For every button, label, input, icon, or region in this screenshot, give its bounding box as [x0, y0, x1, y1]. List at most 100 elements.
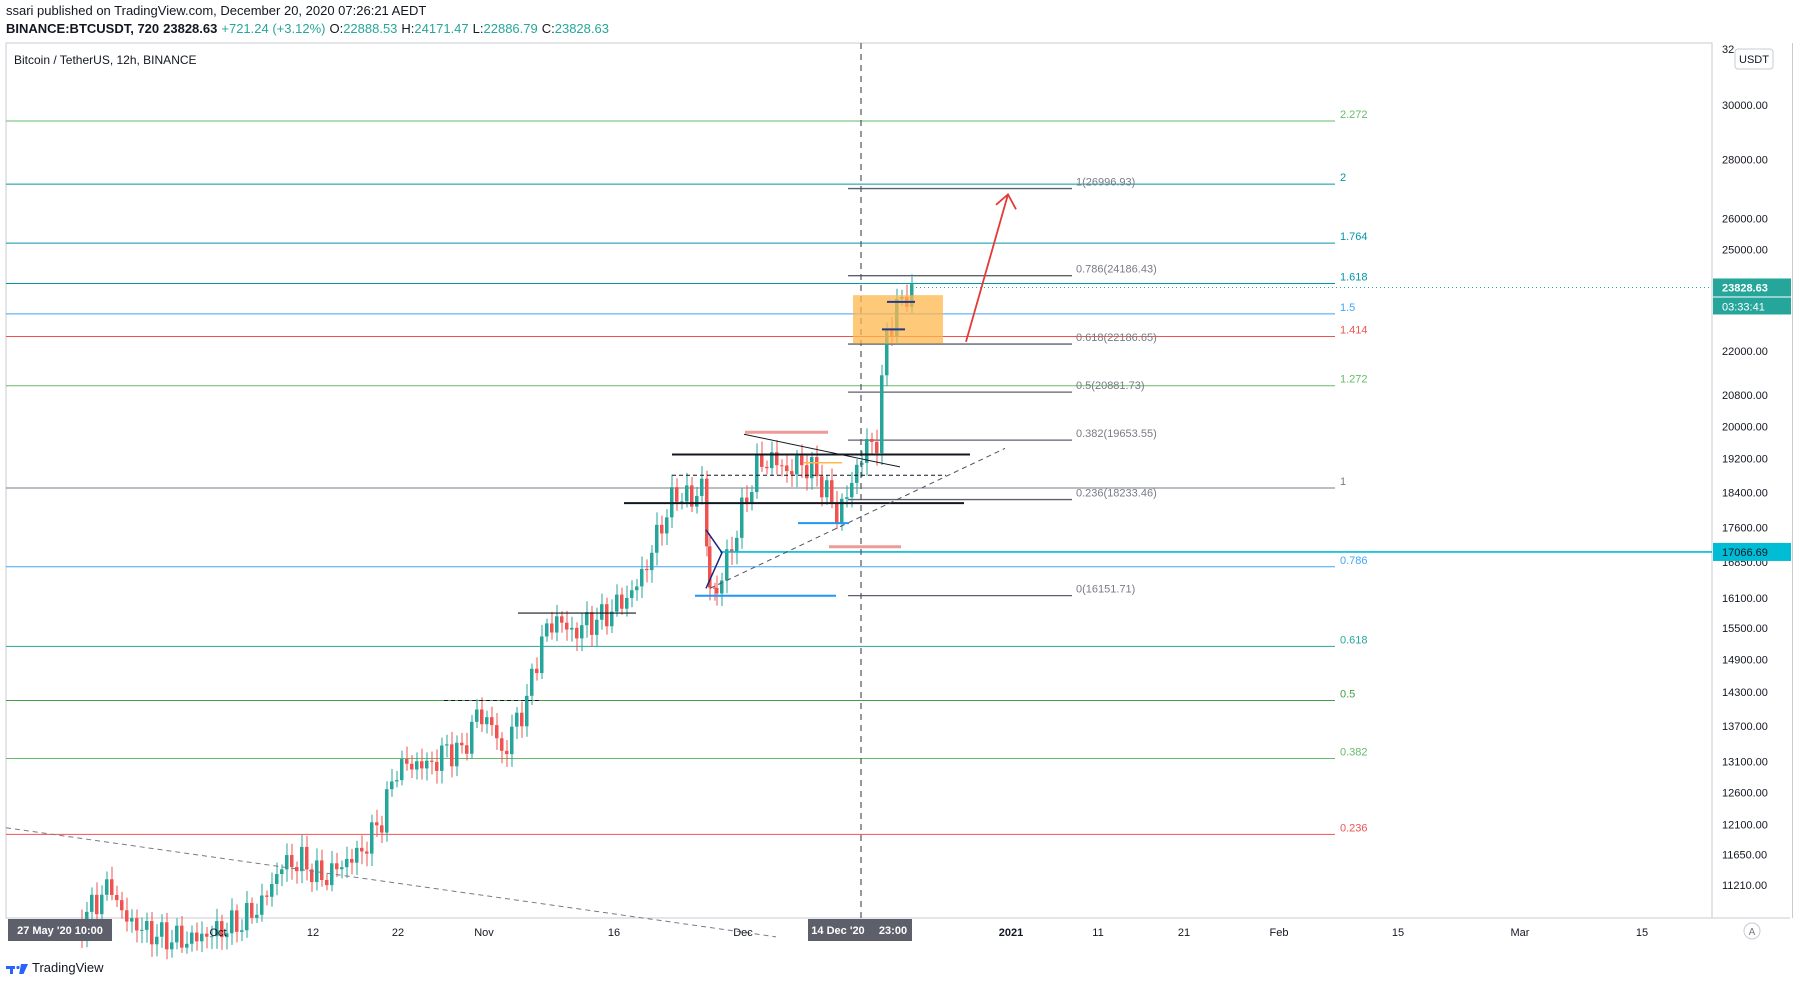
drawings[interactable] [5, 43, 1712, 938]
candle [135, 909, 139, 943]
currency-button[interactable]: USDT [1734, 48, 1774, 70]
price-axis[interactable]: 32 30000.00 28000.00 26000.00 25000.00 22000.… [1713, 44, 1791, 892]
auto-scale-icon: A [1749, 927, 1756, 938]
candle [235, 904, 239, 943]
candle-body [645, 568, 649, 571]
candle-body [640, 568, 644, 587]
axis-right-edge [1792, 43, 1793, 918]
candle-body [160, 922, 164, 937]
candle [95, 882, 99, 924]
candle [555, 604, 559, 642]
candle [630, 580, 634, 608]
tradingview-brand[interactable]: TradingView [32, 960, 104, 975]
auto-scale-button[interactable]: A [1743, 922, 1761, 940]
candle-body [150, 921, 154, 945]
candle [210, 925, 214, 950]
candle-body [220, 921, 224, 938]
candle-body [560, 616, 564, 623]
candle [415, 752, 419, 780]
candle [250, 897, 254, 924]
triangle-pattern[interactable] [705, 529, 723, 589]
open-label: O: [329, 21, 344, 36]
candle [635, 579, 639, 601]
candle-body [385, 789, 389, 833]
candle-body [235, 910, 239, 932]
candle [865, 428, 869, 476]
candle [330, 851, 334, 892]
candle [780, 459, 784, 477]
candle [150, 912, 154, 957]
change-value: +721.24 (+3.12%) [221, 21, 326, 36]
candle [185, 931, 189, 954]
candle-body [770, 452, 774, 469]
candle [195, 922, 199, 951]
candle [395, 771, 399, 788]
candle-body [680, 501, 684, 503]
symbol-legend: BINANCE:BTCUSDT, 720 23828.63 +721.24 (+3.… [6, 21, 609, 36]
fib-ext-label: 0.382 [1340, 747, 1368, 759]
price-tick-label: 26000.00 [1722, 213, 1768, 225]
time-tick-label: Feb [1270, 927, 1289, 939]
candle-body [315, 860, 319, 883]
price-tick-label: 32 [1722, 44, 1734, 56]
fib-ret-label: 0.786(24186.43) [1076, 264, 1157, 276]
candle [215, 908, 219, 949]
candle [645, 559, 649, 583]
candle-body [720, 580, 724, 594]
candle-body [335, 863, 339, 870]
candle-body [880, 375, 884, 454]
candle [565, 610, 569, 641]
high-label: H: [401, 21, 415, 36]
dashed-trend-up[interactable] [709, 447, 1006, 589]
candle [575, 622, 579, 652]
candle [615, 584, 619, 617]
candle-body [330, 863, 334, 886]
fib-ext-label: 0.5 [1340, 688, 1355, 700]
fib-retracement[interactable]: 1(26996.93) 0.786(24186.43) 0.618(22186.65… [848, 177, 1157, 597]
candle-body [350, 858, 354, 863]
candle-body [360, 847, 364, 852]
candle [120, 891, 124, 919]
dashed-trend-down[interactable] [5, 827, 777, 938]
close-label: C: [541, 21, 555, 36]
candle [90, 887, 94, 923]
candle-body [135, 918, 139, 931]
fib-extension[interactable]: 2.272 2 1.764 1.618 1.5 1.414 1.272 1 0.786 0.618… [6, 109, 1368, 835]
candle-body [685, 485, 689, 502]
countdown-badge [1713, 297, 1791, 315]
candle-body [460, 742, 464, 746]
candle-body [635, 586, 639, 591]
hline-price-badge [1713, 542, 1791, 561]
projection-arrow[interactable] [965, 194, 1009, 343]
candle-body [620, 594, 624, 609]
candle [720, 572, 724, 607]
orange-zone[interactable] [853, 295, 943, 344]
descending-line[interactable] [743, 433, 901, 468]
candle [265, 890, 269, 906]
chart-pane[interactable] [5, 42, 1713, 919]
candle-body [575, 627, 579, 639]
candle [530, 663, 534, 705]
candle [875, 429, 879, 466]
candle [505, 740, 509, 767]
candle [550, 611, 554, 640]
candle [870, 432, 874, 455]
candle-body [505, 750, 509, 755]
candle [755, 443, 759, 499]
candle [670, 474, 674, 528]
candle [665, 509, 669, 545]
candle-body [400, 759, 404, 781]
time-axis[interactable]: Oct 12 22 Nov 16 Dec 14 Dec '20 23:00 2021 11 21 Fe… [8, 919, 1648, 941]
candle-body [200, 933, 204, 942]
candle [110, 866, 114, 901]
low-label: L: [472, 21, 484, 36]
candle [540, 624, 544, 679]
tradingview-logo-icon [6, 963, 28, 974]
price-tick-label: 17600.00 [1722, 523, 1768, 535]
candle [705, 470, 709, 557]
candle-body [595, 619, 599, 635]
candle-body [250, 902, 254, 918]
arrow-head-icon[interactable] [995, 192, 1017, 210]
candle-body [485, 717, 489, 725]
